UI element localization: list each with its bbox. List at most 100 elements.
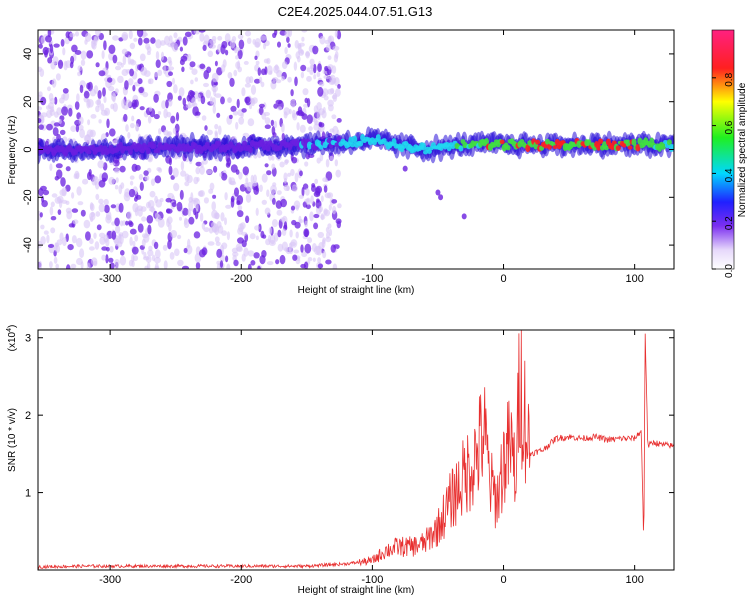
noise-speckle [184,217,188,225]
noise-speckle [118,202,124,213]
noise-speckle [197,190,204,197]
noise-speckle [284,159,290,164]
ridge-core [631,138,637,146]
noise-speckle [212,194,217,199]
noise-speckle [290,168,295,177]
noise-speckle [76,237,83,248]
noise-speckle [316,245,323,256]
noise-speckle [106,118,110,129]
noise-speckle [129,68,135,77]
noise-speckle [238,171,243,180]
noise-speckle [304,243,312,254]
noise-speckle [287,30,293,37]
noise-speckle [203,82,209,88]
noise-speckle [199,212,204,222]
noise-speckle [119,255,127,266]
noise-speckle [166,208,171,214]
noise-speckle [162,244,168,251]
noise-speckle [236,200,241,206]
noise-speckle [67,244,74,251]
noise-speckle [90,114,97,119]
noise-speckle [229,77,235,87]
x-tick-label: 100 [625,273,643,285]
noise-speckle [190,192,194,202]
noise-speckle [174,248,180,257]
noise-speckle [254,78,261,84]
ridge-core [499,139,505,145]
noise-speckle [71,208,79,213]
noise-speckle [276,190,282,196]
noise-speckle [46,109,53,119]
noise-speckle [224,192,228,201]
noise-speckle [312,257,316,262]
noise-speckle [73,173,78,179]
noise-speckle [47,244,55,248]
colorbar-ticks: 0.0 0.2 0.4 0.6 0.8 [712,72,735,278]
noise-speckle [172,127,177,135]
y-tick-label: 3 [25,333,31,345]
noise-speckle [300,71,305,79]
noise-speckle [320,213,324,221]
noise-speckle [214,123,219,130]
noise-speckle [88,169,92,177]
noise-speckle [201,222,206,230]
noise-speckle [245,76,251,84]
noise-speckle [128,30,133,40]
noise-speckle [333,53,338,63]
ridge-core [525,144,531,153]
noise-speckle [305,204,311,210]
noise-speckle [127,78,134,86]
noise-speckle [219,172,223,177]
noise-speckle [232,251,239,257]
noise-speckle [260,230,265,239]
noise-speckle [47,57,53,64]
noise-speckle [145,255,152,263]
noise-speckle [259,184,263,192]
noise-speckle [176,201,183,212]
noise-speckle [332,263,338,269]
noise-speckle [261,173,268,183]
noise-speckle [89,238,94,245]
noise-speckle [96,224,102,231]
noise-speckle [114,184,119,190]
noise-speckle [49,261,53,269]
noise-speckle [206,129,213,136]
noise-speckle [97,98,101,108]
noise-speckle [337,84,341,89]
noise-speckle [317,257,321,264]
noise-speckle [132,240,136,247]
noise-speckle [115,177,119,183]
noise-speckle [295,231,299,239]
noise-speckle [106,246,110,252]
noise-speckle [313,213,320,219]
ridge-core [625,139,631,147]
noise-speckle [123,113,128,122]
noise-speckle [237,205,243,211]
noise-speckle [326,192,334,199]
noise-speckle [290,239,298,248]
noise-speckle [316,71,321,78]
noise-speckle [299,124,306,133]
noise-speckle [225,49,229,56]
noise-speckle [203,197,209,204]
noise-speckle [327,99,334,107]
noise-speckle [237,66,242,73]
noise-speckle [272,132,277,138]
colorbar: 0.0 0.2 0.4 0.6 0.8 Normalized spectral ampl… [711,29,748,278]
noise-speckle [235,243,243,252]
noise-speckle [108,176,115,185]
noise-speckle [109,246,114,253]
noise-speckle [111,91,116,102]
noise-speckle [205,89,211,99]
noise-speckle [69,61,74,69]
noise-speckle [331,199,338,204]
snr-y-axis: 1 2 3 [25,333,674,500]
noise-speckle [168,71,173,76]
noise-speckle [76,93,80,102]
noise-speckle [268,227,273,235]
noise-speckle [122,55,127,66]
noise-speckle [296,122,300,131]
noise-speckle [53,256,58,264]
noise-speckle [53,122,61,127]
